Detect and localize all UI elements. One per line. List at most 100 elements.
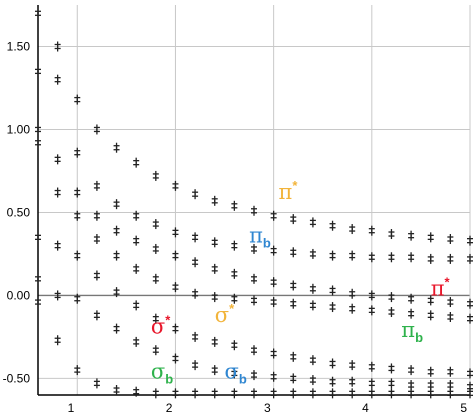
data-point	[290, 377, 297, 384]
data-point	[211, 369, 218, 376]
data-point	[211, 241, 218, 248]
data-point	[408, 312, 415, 319]
data-point	[349, 254, 356, 261]
data-point	[388, 392, 395, 399]
data-point	[152, 223, 159, 230]
x-tick-label: 5	[460, 401, 467, 415]
data-point	[74, 151, 81, 158]
data-point	[54, 339, 61, 346]
data-point	[211, 392, 218, 399]
data-point	[290, 302, 297, 309]
data-point	[388, 311, 395, 318]
data-point	[74, 369, 81, 376]
data-point	[408, 256, 415, 263]
data-point	[172, 254, 179, 261]
data-point	[270, 352, 277, 359]
data-point	[368, 365, 375, 372]
data-point	[152, 174, 159, 181]
data-point	[192, 261, 199, 268]
orbital-label: π*	[431, 274, 451, 300]
data-point	[93, 214, 100, 221]
data-point	[133, 390, 140, 397]
data-point	[447, 316, 454, 322]
data-point	[231, 244, 238, 251]
data-point	[349, 380, 356, 387]
data-point	[309, 252, 316, 259]
orbital-label: πb	[249, 223, 271, 250]
data-point	[93, 382, 100, 389]
data-point	[54, 294, 61, 301]
data-point	[231, 344, 238, 351]
data-point	[427, 299, 434, 306]
data-point	[290, 284, 297, 291]
data-point	[133, 267, 140, 274]
data-point	[467, 257, 473, 264]
data-point	[133, 214, 140, 221]
data-point	[349, 307, 356, 314]
data-point	[368, 392, 375, 399]
data-point	[388, 296, 395, 303]
data-point	[54, 158, 61, 165]
data-point	[172, 184, 179, 191]
x-tick-label: 1	[68, 401, 75, 415]
orbital-label: σ*	[151, 313, 171, 339]
data-point	[172, 392, 179, 399]
x-tick-label: 4	[362, 401, 369, 415]
data-point	[329, 289, 336, 296]
data-point	[447, 257, 454, 264]
data-point	[251, 209, 257, 216]
data-point	[133, 161, 140, 168]
data-point	[329, 254, 336, 261]
data-point	[93, 274, 100, 281]
data-point	[467, 372, 473, 379]
data-point	[35, 128, 41, 135]
y-tick-label: 0.50	[7, 205, 31, 219]
data-point	[349, 292, 356, 299]
data-point	[427, 392, 434, 399]
data-point	[467, 302, 473, 309]
data-points	[35, 8, 473, 399]
data-point	[251, 374, 257, 381]
data-point	[427, 236, 434, 243]
data-point	[172, 286, 179, 293]
data-point	[388, 256, 395, 263]
data-point	[290, 392, 297, 399]
data-point	[309, 359, 316, 366]
series-6	[35, 273, 473, 392]
data-point	[133, 304, 140, 311]
data-point	[408, 297, 415, 304]
data-point	[54, 78, 61, 85]
data-point	[211, 267, 218, 274]
data-point	[408, 234, 415, 241]
data-point	[368, 256, 375, 263]
series-5	[35, 232, 473, 379]
data-point	[231, 297, 238, 304]
data-point	[113, 389, 120, 396]
data-point	[74, 98, 81, 105]
data-point	[192, 335, 199, 342]
data-point	[309, 304, 316, 311]
data-point	[270, 375, 277, 382]
data-point	[74, 214, 81, 221]
x-tick-label: 2	[166, 401, 173, 415]
data-point	[211, 199, 218, 206]
data-point	[251, 299, 257, 306]
data-point	[290, 355, 297, 362]
data-point	[290, 251, 297, 258]
data-point	[113, 291, 120, 298]
data-point	[172, 327, 179, 334]
data-point	[113, 254, 120, 261]
data-point	[251, 277, 257, 284]
data-point	[329, 306, 336, 313]
data-point	[408, 369, 415, 376]
series-1	[35, 8, 473, 246]
data-point	[467, 392, 473, 399]
data-point	[309, 392, 316, 399]
data-point	[35, 236, 41, 243]
data-point	[447, 238, 454, 244]
data-point	[74, 254, 81, 261]
x-tick-label: 3	[264, 401, 271, 415]
data-point	[447, 370, 454, 377]
